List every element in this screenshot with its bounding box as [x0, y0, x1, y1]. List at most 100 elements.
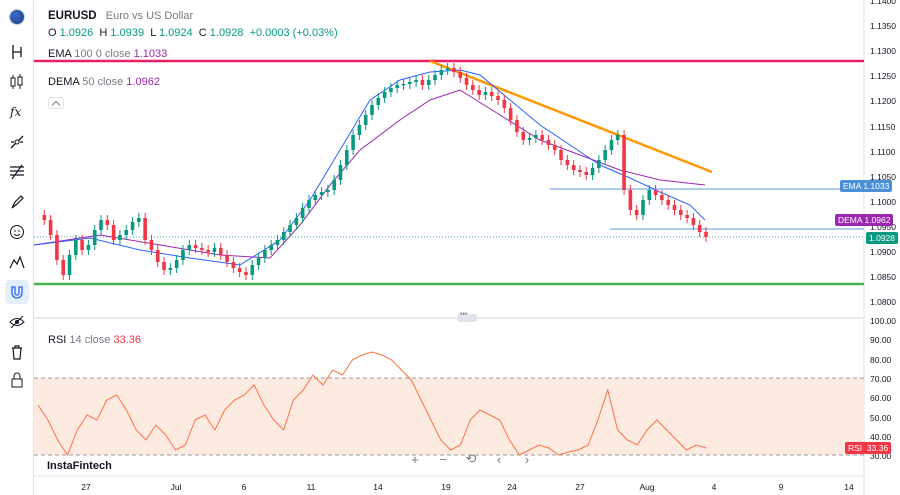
rsi-value-tag: RSI 33.36	[845, 442, 892, 454]
candle	[105, 220, 110, 225]
candle	[237, 268, 242, 272]
rsi-axis-tick: 70.00	[870, 373, 892, 384]
ema-legend[interactable]: EMA 100 0 close 1.1033	[48, 48, 167, 60]
rsi-line	[37, 351, 707, 457]
time-axis-tick: Aug	[639, 482, 655, 492]
candle	[483, 92, 488, 95]
candle	[250, 265, 255, 275]
candle	[370, 105, 374, 115]
function-icon[interactable]: fx	[5, 100, 29, 124]
candle	[439, 70, 444, 75]
candle	[666, 200, 670, 205]
rsi-axis-tick: 60.00	[870, 393, 892, 404]
collapse-legend-button[interactable]	[48, 97, 64, 109]
candle	[502, 100, 507, 108]
candle	[300, 208, 305, 218]
dema-params: 50 close	[82, 76, 124, 88]
price-axis-tick: 1.1400	[870, 0, 896, 6]
time-axis-tick: Jul	[170, 482, 182, 492]
time-axis-tick: 27	[81, 482, 91, 492]
candle	[647, 190, 652, 200]
candle	[294, 218, 299, 225]
scroll-right-button[interactable]: ›	[524, 451, 530, 467]
price-axis-tick: 1.1300	[870, 46, 896, 57]
candle	[162, 262, 166, 270]
ema-price-tag: EMA 1.1033	[840, 180, 893, 192]
candle	[685, 215, 689, 218]
candle	[181, 250, 185, 260]
candle	[691, 218, 696, 225]
trend-line-icon[interactable]	[5, 130, 29, 154]
time-axis-tick: 19	[441, 482, 451, 492]
eye-icon[interactable]	[5, 310, 29, 334]
brush-icon[interactable]	[5, 190, 29, 214]
price-axis-tick: 1.1050	[870, 171, 896, 182]
candle	[389, 88, 393, 92]
candle	[124, 230, 129, 235]
candle	[363, 115, 368, 125]
candle	[496, 96, 500, 100]
candle	[61, 260, 66, 275]
time-axis-tick: 27	[575, 482, 585, 492]
reset-chart-button[interactable]: ⟲	[465, 451, 477, 466]
candle	[534, 135, 538, 138]
candle	[678, 210, 683, 215]
candle	[212, 248, 217, 252]
candle	[471, 85, 475, 90]
candle	[559, 150, 563, 160]
candle	[508, 108, 513, 120]
ohlc-high: 1.0939	[110, 27, 145, 39]
candle	[193, 245, 198, 248]
zoom-out-button[interactable]: −	[439, 451, 447, 467]
candle	[168, 268, 173, 270]
candle	[445, 68, 450, 70]
crosshair-icon[interactable]	[5, 40, 29, 64]
watermark-logo: InstaFintech	[47, 460, 112, 472]
ohlc-open: 1.0926	[59, 27, 94, 39]
candle	[420, 80, 425, 85]
ohlc-l-label: L	[150, 27, 156, 39]
candle	[521, 132, 526, 140]
candles	[42, 63, 708, 280]
candle	[628, 190, 633, 210]
fib-icon[interactable]	[5, 160, 29, 184]
trash-icon[interactable]	[5, 340, 29, 364]
pane-resize-handle[interactable]	[457, 311, 477, 322]
candle	[382, 92, 387, 98]
candle	[200, 248, 204, 250]
candle	[489, 92, 494, 96]
candle	[590, 168, 595, 175]
candle	[326, 190, 330, 192]
candle	[603, 150, 607, 160]
candle	[269, 245, 273, 250]
candle	[672, 205, 677, 210]
lock-icon[interactable]	[5, 368, 29, 392]
candle	[155, 250, 160, 262]
dema-legend[interactable]: DEMA 50 close 1.0962	[48, 76, 160, 88]
symbol-flag-icon[interactable]	[9, 9, 25, 25]
price-axis-tick: 1.0950	[870, 221, 896, 232]
rsi-legend[interactable]: RSI 14 close 33.36	[48, 334, 141, 346]
rsi-axis-tick: 100.00	[870, 316, 896, 326]
ohlc-h-label: H	[99, 27, 108, 39]
candle	[546, 140, 551, 145]
dema-line	[33, 69, 706, 266]
zoom-in-button[interactable]: +	[411, 451, 419, 467]
rsi-axis-tick: 30.00	[870, 451, 892, 462]
candle	[149, 240, 154, 250]
scroll-left-button[interactable]: ‹	[496, 451, 502, 467]
candle	[357, 125, 362, 135]
candle	[143, 218, 147, 240]
candle	[307, 200, 311, 208]
candle	[571, 165, 576, 170]
candle	[80, 240, 84, 250]
candle	[477, 90, 481, 95]
dema-price-tag: DEMA 1.0962	[835, 214, 894, 226]
measure-icon[interactable]	[5, 250, 29, 274]
emoji-icon[interactable]	[5, 220, 29, 244]
ticker[interactable]: EURUSD	[48, 10, 97, 22]
time-axis-tick: 9	[778, 482, 784, 492]
candle-tool-icon[interactable]	[5, 70, 29, 94]
magnet-icon[interactable]	[5, 280, 29, 304]
